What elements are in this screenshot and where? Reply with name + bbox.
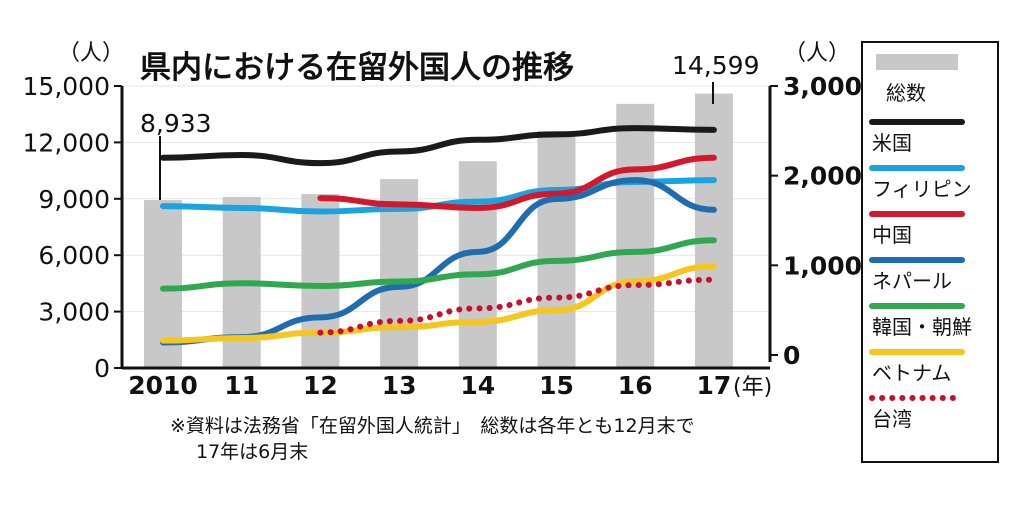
x-tick-label: 2010 [128,371,198,400]
legend-label-total: 総数 [886,81,926,105]
bar-total-15 [537,131,576,368]
left-axis-ticks: 0 3,000 6,000 9,000 12,000 15,000 [23,72,122,383]
right-tick-label: 3,000 [783,72,862,101]
legend-box [861,41,999,463]
x-tick-label: 12 [303,371,338,400]
legend-label-2: 中国 [872,223,912,247]
series-line-4 [160,237,717,292]
bar-total-14 [458,161,497,368]
source-note: ※資料は法務省「在留外国人統計」 総数は各年とも12月末で [170,415,695,437]
legend-label-5: ベトナム [872,361,951,385]
left-tick-label: 15,000 [23,72,110,101]
x-tick-label: 17 [697,371,732,400]
x-axis-unit: (年) [733,375,772,400]
x-axis-ticks: 2010 11 12 13 14 15 16 17 [128,371,731,400]
x-tick-label: 16 [618,371,653,400]
right-tick-label: 1,000 [783,251,862,280]
left-tick-label: 3,000 [38,298,110,327]
legend-label-3: ネパール [872,269,952,293]
x-tick-label: 13 [382,371,417,400]
legend-label-6: 台湾 [872,407,912,431]
left-tick-label: 12,000 [23,128,110,157]
bar-total-17 [694,93,733,368]
left-tick-label: 0 [94,354,110,383]
annotation-first: 8,933 [140,109,212,138]
line-series [160,125,717,346]
left-tick-label: 6,000 [38,241,110,270]
series-line-6 [317,276,717,336]
legend-swatch-total [876,54,958,70]
date-note: 17年は6月末 [196,441,308,463]
chart-title: 県内における在留外国人の推移 [140,50,574,86]
right-tick-label: 0 [783,341,800,370]
x-tick-label: 15 [539,371,574,400]
bars-total [144,93,733,369]
series-line-0 [160,125,717,167]
series-line-2 [317,154,717,211]
legend-label-0: 米国 [872,131,912,155]
left-tick-label: 9,000 [38,185,110,214]
annotation-last: 14,599 [672,51,759,80]
legend-label-1: フィリピン [872,177,972,201]
left-axis-unit: （人） [58,41,124,66]
right-axis-ticks: 0 1,000 2,000 3,000 [770,72,862,370]
x-tick-label: 14 [460,371,495,400]
right-axis-unit: （人） [784,41,850,66]
bar-total-16 [616,103,655,369]
series-line-5 [160,263,717,344]
right-tick-label: 2,000 [783,162,862,191]
bar-total-12 [301,194,340,368]
x-tick-label: 11 [224,371,259,400]
legend-label-4: 韓国・朝鮮 [872,315,972,339]
